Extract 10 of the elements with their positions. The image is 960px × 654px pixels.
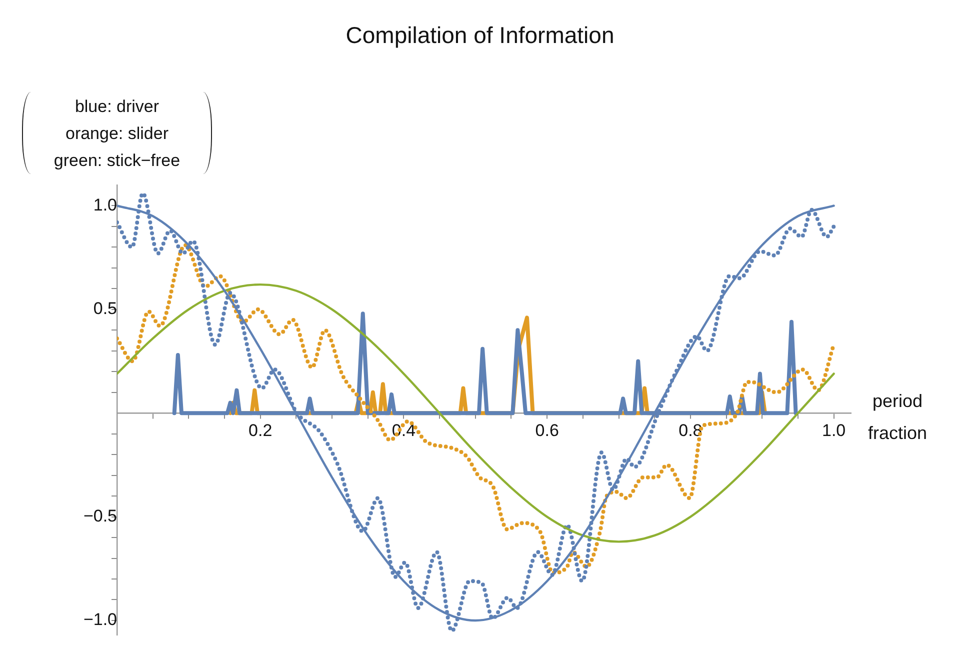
x-tick-label: 1.0 — [822, 421, 846, 440]
y-tick-label: 1.0 — [93, 195, 117, 214]
y-tick-label: −1.0 — [83, 610, 117, 630]
x-tick-label: 0.6 — [535, 421, 559, 440]
y-axis-title: blue: driver orange: slider green: stick−free — [52, 96, 182, 172]
y-tick-label: 0.5 — [93, 299, 117, 318]
x-tick-label: 0.2 — [248, 421, 272, 440]
chart-title: Compilation of Information — [344, 22, 616, 49]
y-tick-label: −0.5 — [83, 506, 117, 526]
x-axis-title: period fraction — [868, 390, 928, 445]
